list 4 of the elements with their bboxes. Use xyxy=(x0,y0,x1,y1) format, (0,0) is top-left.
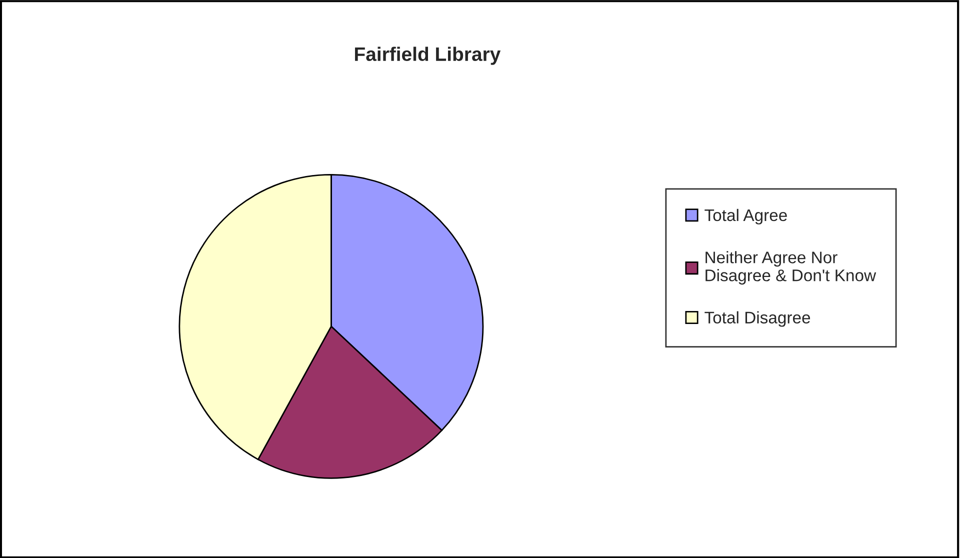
legend-label: Total Agree xyxy=(704,208,787,224)
legend-label: Neither Agree Nor Disagree & Don't Know xyxy=(706,251,876,285)
chart-title: Fairfield Library xyxy=(355,46,501,65)
legend-label: Total Disagree xyxy=(704,311,810,327)
